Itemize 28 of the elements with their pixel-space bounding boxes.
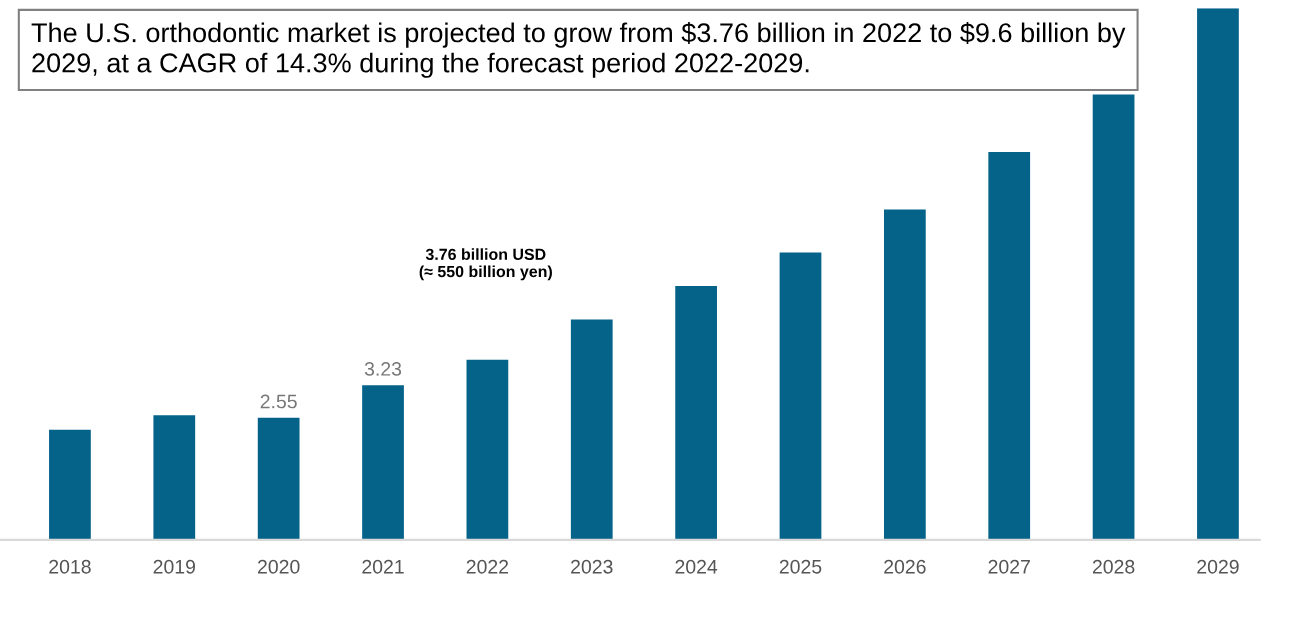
annotation: 3.76 billion USD (≈ 550 billion yen) [419,248,552,281]
x-tick-label: 2026 [884,559,926,574]
x-tick-label: 2019 [153,559,195,574]
bar [779,252,822,540]
x-tick-label: 2018 [49,559,91,574]
bar [988,151,1031,540]
x-tick-label: 2029 [1197,559,1239,574]
bar [257,417,300,540]
bar [1197,8,1239,540]
x-tick-label: 2024 [675,559,718,574]
bar [570,319,613,540]
data-label: 3.23 [364,362,402,376]
x-tick-label: 2028 [1092,559,1135,574]
x-tick-label: 2023 [571,559,613,574]
x-tick-label: 2020 [258,559,300,574]
x-tick-label: 2022 [466,559,509,574]
bar [49,429,91,540]
bar [675,286,717,540]
x-tick-label: 2025 [779,559,822,574]
x-tick-label: 2027 [988,559,1030,574]
bar [1092,94,1135,540]
annotation: The U.S. orthodontic market is projected to grow from $3.76 billion in 2022 to $9.6 billion by 2029, at a CAGR of 14.3% during the forecast period 2022-2029. [31,22,1126,78]
x-tick-label: 2021 [362,559,404,574]
bar [883,209,926,540]
data-label: 2.55 [260,394,297,409]
bar [362,385,404,540]
bar [466,359,509,540]
bar [153,415,196,540]
